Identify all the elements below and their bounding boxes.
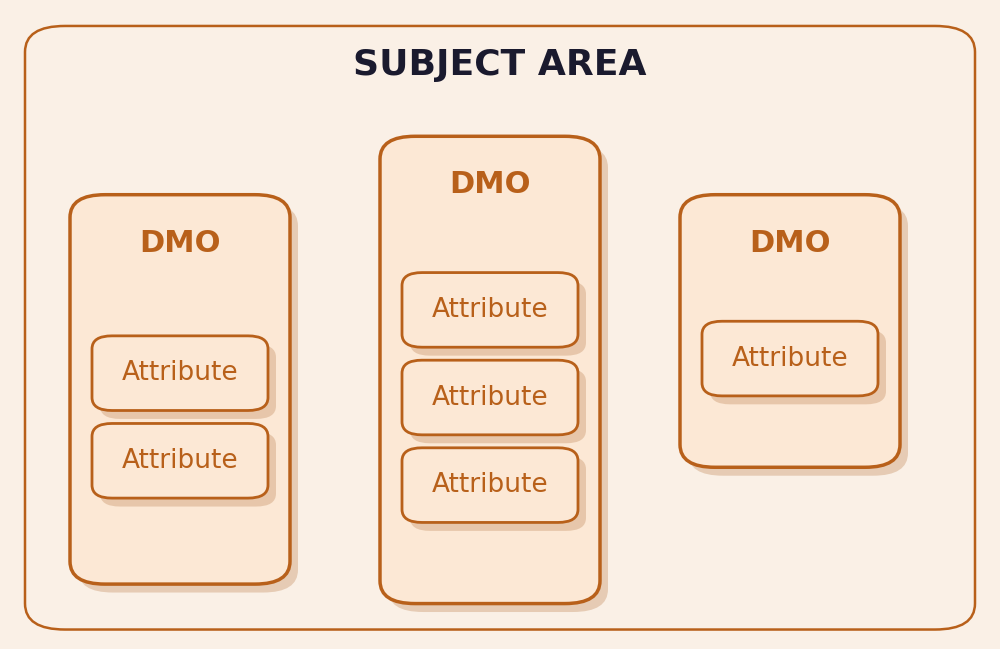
FancyBboxPatch shape <box>402 273 578 347</box>
FancyBboxPatch shape <box>380 136 600 604</box>
FancyBboxPatch shape <box>402 360 578 435</box>
FancyBboxPatch shape <box>680 195 900 467</box>
Text: Attribute: Attribute <box>732 345 848 372</box>
FancyBboxPatch shape <box>410 456 586 531</box>
Text: Attribute: Attribute <box>432 384 548 411</box>
Text: Attribute: Attribute <box>432 297 548 323</box>
FancyBboxPatch shape <box>402 448 578 522</box>
FancyBboxPatch shape <box>78 203 298 593</box>
Text: DMO: DMO <box>749 229 831 258</box>
FancyBboxPatch shape <box>25 26 975 630</box>
FancyBboxPatch shape <box>100 432 276 506</box>
FancyBboxPatch shape <box>388 145 608 612</box>
FancyBboxPatch shape <box>92 336 268 411</box>
Text: SUBJECT AREA: SUBJECT AREA <box>353 48 647 82</box>
Text: DMO: DMO <box>449 171 531 199</box>
Text: Attribute: Attribute <box>122 448 238 474</box>
FancyBboxPatch shape <box>92 424 268 498</box>
FancyBboxPatch shape <box>688 203 908 476</box>
FancyBboxPatch shape <box>100 344 276 419</box>
FancyBboxPatch shape <box>410 281 586 356</box>
Text: Attribute: Attribute <box>432 472 548 498</box>
FancyBboxPatch shape <box>702 321 878 396</box>
FancyBboxPatch shape <box>710 330 886 404</box>
Text: DMO: DMO <box>139 229 221 258</box>
FancyBboxPatch shape <box>410 369 586 443</box>
FancyBboxPatch shape <box>70 195 290 584</box>
Text: Attribute: Attribute <box>122 360 238 386</box>
